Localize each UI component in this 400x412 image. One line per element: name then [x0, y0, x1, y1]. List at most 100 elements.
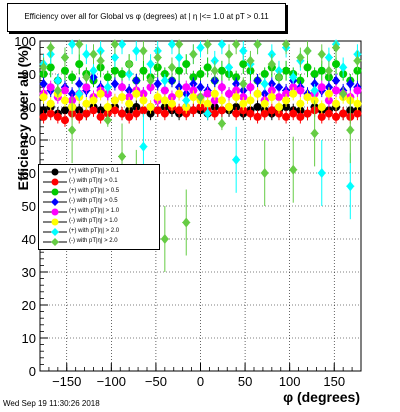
data-point [239, 78, 248, 89]
data-point [217, 39, 226, 50]
data-point [267, 106, 276, 115]
data-point [267, 59, 276, 70]
data-point [125, 112, 134, 121]
data-point [139, 106, 148, 115]
data-point [103, 73, 112, 82]
data-point [317, 49, 326, 60]
data-point [160, 96, 169, 105]
data-point [60, 116, 69, 125]
legend-marker [43, 168, 67, 176]
data-point [324, 89, 333, 98]
title-box: Efficiency over all for Global vs φ (deg… [7, 3, 286, 32]
data-point [225, 89, 234, 98]
data-point [317, 103, 326, 111]
data-point [103, 82, 112, 93]
legend-entry: (-) with pT|η| > 1.0 [39, 217, 159, 227]
data-point [167, 75, 176, 86]
data-point [317, 66, 326, 75]
data-point [246, 96, 255, 105]
data-point [160, 234, 169, 244]
data-point [125, 59, 134, 70]
data-point [39, 78, 48, 89]
data-point [153, 106, 162, 115]
data-point [118, 93, 127, 102]
legend-label: (+) with pT|η| > 0.5 [69, 188, 120, 194]
legend-label: (-) with pT|η| > 0.1 [69, 178, 118, 184]
data-point [82, 99, 91, 108]
x-tick-label: 50 [238, 374, 252, 389]
data-point [232, 109, 241, 118]
data-point [203, 99, 212, 108]
data-point [282, 39, 291, 50]
y-axis-label: Efficiency over all (%) [15, 45, 31, 191]
data-point [75, 88, 84, 99]
data-point [82, 49, 91, 60]
data-point [60, 106, 69, 115]
legend-marker [43, 218, 67, 226]
data-point [282, 66, 291, 75]
data-point [82, 72, 91, 83]
x-tick-label: 0 [197, 374, 204, 389]
data-point [46, 109, 55, 118]
chart-title: Efficiency over all for Global vs φ (deg… [24, 12, 269, 21]
data-point [332, 42, 341, 53]
data-point [210, 109, 219, 118]
data-point [146, 59, 155, 70]
data-point [60, 86, 69, 95]
y-tick-label: 20 [22, 298, 36, 313]
data-point [46, 99, 55, 108]
data-point [75, 39, 84, 50]
data-point [146, 75, 155, 86]
data-point [289, 72, 298, 83]
data-point [68, 73, 77, 82]
y-tick-label: 60 [22, 166, 36, 181]
legend-entry: (-) with pT|η| > 0.5 [39, 197, 159, 207]
data-point [82, 83, 91, 92]
data-point [217, 106, 226, 115]
data-point [303, 63, 312, 72]
data-point [53, 85, 62, 96]
data-point [110, 78, 119, 89]
data-point [274, 103, 283, 111]
data-point [118, 39, 127, 50]
data-point [139, 96, 148, 105]
data-point [189, 106, 198, 115]
data-point [203, 89, 212, 98]
data-point [110, 52, 119, 63]
data-point [189, 93, 198, 102]
data-point [289, 109, 298, 118]
data-point [146, 103, 155, 111]
data-point [196, 42, 205, 53]
data-point [75, 112, 84, 121]
data-point [96, 89, 105, 98]
data-point [118, 70, 127, 78]
x-tick-label: −50 [145, 374, 167, 389]
data-point [253, 112, 262, 121]
data-point [353, 55, 362, 66]
data-point [346, 78, 355, 89]
data-point [53, 75, 62, 86]
data-point [46, 42, 55, 53]
data-point [267, 93, 276, 102]
data-point [246, 109, 255, 118]
data-point [296, 99, 305, 108]
data-point [53, 112, 62, 121]
data-point [103, 115, 112, 126]
y-tick-label: 90 [22, 67, 36, 82]
data-point [239, 60, 248, 69]
y-tick-label: 10 [22, 331, 36, 346]
data-point [217, 96, 226, 105]
data-point [260, 70, 269, 78]
data-point [324, 52, 333, 63]
data-point [82, 109, 91, 118]
data-point [203, 63, 212, 72]
y-tick-label: 100 [14, 34, 36, 49]
data-point [167, 99, 176, 108]
data-point [253, 89, 262, 98]
legend-label: (+) with pT|η| > 2.0 [69, 228, 120, 234]
data-point [296, 86, 305, 95]
data-point [332, 112, 341, 121]
data-point [260, 99, 269, 108]
data-point [232, 154, 241, 165]
